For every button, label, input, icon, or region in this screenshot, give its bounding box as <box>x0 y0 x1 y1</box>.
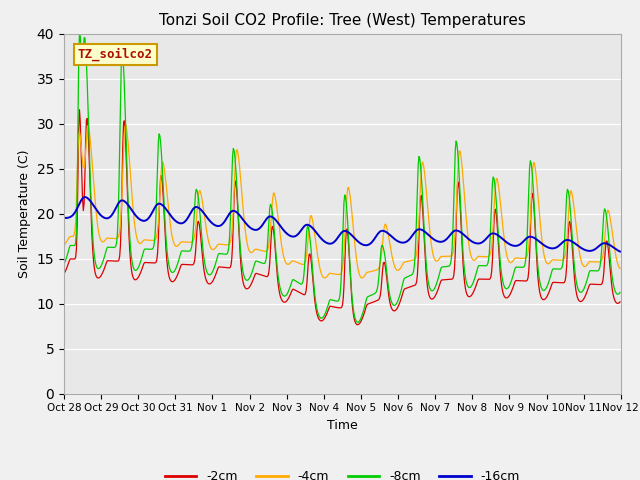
-4cm <box>60 242 68 248</box>
-2cm <box>60 270 68 276</box>
Text: TZ_soilco2: TZ_soilco2 <box>78 48 153 61</box>
-2cm <box>616 299 624 305</box>
-8cm <box>128 259 136 264</box>
-16cm <box>214 223 221 229</box>
-4cm <box>428 241 435 247</box>
-8cm <box>354 319 362 325</box>
-4cm <box>616 265 624 271</box>
-16cm <box>81 194 89 200</box>
Title: Tonzi Soil CO2 Profile: Tree (West) Temperatures: Tonzi Soil CO2 Profile: Tree (West) Temp… <box>159 13 526 28</box>
-4cm <box>128 193 136 199</box>
-2cm <box>412 282 419 288</box>
-8cm <box>76 31 83 36</box>
-4cm <box>185 240 193 245</box>
-16cm <box>427 234 435 240</box>
Line: -2cm: -2cm <box>64 109 620 324</box>
-2cm <box>428 296 435 302</box>
-2cm <box>185 262 193 267</box>
-4cm <box>321 275 328 281</box>
-16cm <box>128 208 136 214</box>
-4cm <box>70 232 78 238</box>
-2cm <box>354 322 362 327</box>
-2cm <box>76 107 83 112</box>
Line: -16cm: -16cm <box>64 197 620 252</box>
-8cm <box>616 289 624 295</box>
-8cm <box>214 252 221 258</box>
X-axis label: Time: Time <box>327 419 358 432</box>
-8cm <box>60 261 68 266</box>
-8cm <box>428 288 435 293</box>
-4cm <box>412 256 419 262</box>
Y-axis label: Soil Temperature (C): Soil Temperature (C) <box>18 149 31 278</box>
-16cm <box>616 249 624 254</box>
-8cm <box>185 248 193 254</box>
-2cm <box>128 271 136 276</box>
-16cm <box>410 230 418 236</box>
-16cm <box>185 214 193 220</box>
Line: -8cm: -8cm <box>64 34 620 322</box>
-16cm <box>70 211 78 216</box>
-8cm <box>70 243 78 249</box>
-16cm <box>60 215 68 221</box>
-4cm <box>122 122 130 128</box>
-2cm <box>70 256 78 262</box>
Legend: -2cm, -4cm, -8cm, -16cm: -2cm, -4cm, -8cm, -16cm <box>160 465 525 480</box>
-2cm <box>214 265 221 271</box>
-8cm <box>412 252 419 258</box>
Line: -4cm: -4cm <box>64 125 620 278</box>
-4cm <box>214 242 221 248</box>
